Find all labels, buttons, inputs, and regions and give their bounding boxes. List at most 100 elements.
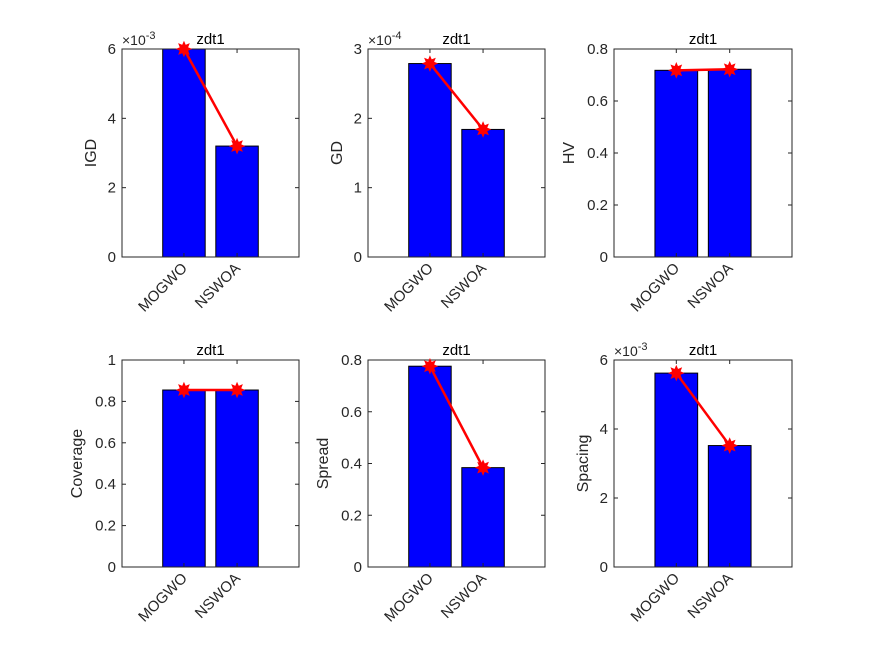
subplot-title: zdt1 [442,31,470,48]
bar-nswoa [461,467,505,568]
axes-background [614,49,792,257]
y-tick-label: 0.2 [95,518,116,535]
subplot-title: zdt1 [689,31,717,48]
y-tick-label: 0 [600,249,608,266]
y-tick-label: 1 [354,180,362,197]
marker-nswoa [474,459,492,476]
y-axis-label: GD [329,141,346,165]
y-tick-label: 4 [600,421,608,438]
y-exponent-label: ×10-3 [614,341,648,359]
x-tick-label: NSWOA [684,570,736,622]
x-tick-label: MOGWO [135,260,191,316]
y-tick-label: 0.4 [341,456,362,473]
bar-mogwo [408,63,452,258]
subplot-hv: 0 0.2 0.4 0.6 0.8 MOGWO NSWOA HV zdt1 [561,31,793,316]
marker-mogwo [668,62,685,79]
axes-box [121,359,300,568]
y-axis-label: IGD [83,139,100,167]
y-tick-label: 0.6 [95,435,116,452]
marker-nswoa [228,137,246,155]
bar-mogwo [162,389,206,568]
subplot-title: zdt1 [196,31,224,48]
subplot-coverage: 0 0.2 0.4 0.6 0.8 1 MOGWO NSWOA Coverage zdt1 [69,342,300,625]
trend-line [428,365,485,469]
subplot-title: zdt1 [196,342,224,359]
x-tick-label: NSWOA [684,260,736,312]
y-tick-label: 0.2 [587,197,608,214]
y-tick-label: 0.6 [341,404,362,421]
bar-nswoa [215,389,259,568]
y-exponent-label: ×10-3 [122,30,156,48]
y-tick-label: 4 [108,110,116,127]
x-tick-label: MOGWO [628,260,684,316]
bar-mogwo [408,365,452,568]
trend-line [428,62,485,131]
y-axis-label: Spread [315,438,332,490]
y-tick-label: 6 [600,352,608,369]
bar-nswoa [215,145,259,258]
marker-mogwo [421,357,439,375]
axes-background [122,49,299,257]
x-tick-label: NSWOA [192,570,244,622]
axes-box [613,359,793,568]
axes-background [122,360,299,567]
bar-mogwo [654,372,699,568]
y-tick-label: 0 [600,559,608,576]
subplot-title: zdt1 [442,342,470,359]
bar-nswoa [707,445,752,568]
y-tick-label: 0.4 [95,476,116,493]
subplot-title: zdt1 [689,342,717,359]
subplot-igd: 0 2 4 6 MOGWO NSWOA IGD zdt1 ×10-3 [83,30,300,316]
y-exponent-label: ×10-4 [368,30,402,48]
marker-mogwo [421,55,439,72]
y-tick-label: 1 [108,352,116,369]
y-tick-label: 3 [354,41,362,58]
y-axis-label: HV [561,142,578,165]
y-tick-label: 0 [108,249,116,266]
bar-mogwo [162,48,206,258]
marker-mogwo [175,381,193,399]
subplot-spacing: 0 2 4 6 MOGWO NSWOA Spacing zdt1 ×10-3 [575,341,793,626]
marker-nswoa [721,437,738,454]
axes-background [368,49,545,257]
y-tick-label: 2 [600,490,608,507]
x-tick-label: MOGWO [381,260,437,316]
x-tick-label: MOGWO [628,570,684,626]
bar-nswoa [707,68,752,258]
y-tick-label: 0.2 [341,507,362,524]
x-tick-label: NSWOA [438,570,490,622]
trend-line [675,372,731,447]
y-axis-label: Coverage [69,429,86,498]
y-tick-label: 0.4 [587,145,608,162]
subplot-spread: 0 0.2 0.4 0.6 0.8 MOGWO NSWOA Spread zdt1 [315,342,546,626]
y-axis-label: Spacing [575,435,592,493]
marker-nswoa [721,61,738,78]
trend-line [182,48,239,147]
y-tick-label: 0.8 [587,41,608,58]
y-tick-label: 6 [108,41,116,58]
axes-box [367,48,546,258]
y-tick-label: 2 [354,110,362,127]
marker-mogwo [175,40,193,58]
x-tick-label: MOGWO [381,570,437,626]
subplot-gd: 0 1 2 3 MOGWO NSWOA GD zdt1 ×10-4 [329,30,546,316]
trend-line [676,68,730,72]
bar-nswoa [461,128,505,258]
y-tick-label: 0.8 [95,393,116,410]
y-tick-label: 0 [108,559,116,576]
marker-mogwo [668,364,685,382]
axes-background [368,360,545,567]
x-tick-label: NSWOA [192,260,244,312]
y-tick-label: 0 [354,249,362,266]
axes-background [614,360,792,567]
x-tick-label: NSWOA [438,260,490,312]
y-tick-label: 0.6 [587,93,608,110]
axes-box [121,48,300,258]
y-tick-label: 0 [354,559,362,576]
y-tick-label: 0.8 [341,352,362,369]
y-tick-label: 2 [108,180,116,197]
marker-nswoa [228,381,246,399]
bar-mogwo [654,69,699,258]
